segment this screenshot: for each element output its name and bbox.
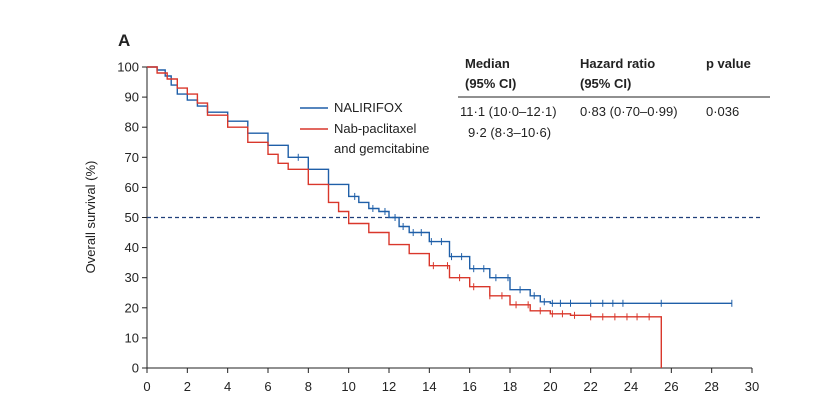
y-tick-label: 60 [125,180,139,195]
y-tick-label: 0 [132,361,139,376]
table-cell-hazard: 0·83 (0·70–0·99) [580,104,678,119]
x-tick-label: 0 [143,379,150,394]
legend-label-nab-paclitaxel: and gemcitabine [334,141,429,156]
y-tick-label: 10 [125,330,139,345]
x-tick-label: 14 [422,379,436,394]
x-tick-label: 10 [341,379,355,394]
x-tick-label: 26 [664,379,678,394]
panel-label: A [118,31,130,50]
x-tick-label: 18 [503,379,517,394]
x-tick-label: 16 [462,379,476,394]
x-tick-label: 12 [382,379,396,394]
y-tick-label: 40 [125,240,139,255]
x-tick-label: 28 [704,379,718,394]
series-line-nab-paclitaxel [147,66,662,368]
x-tick-label: 8 [305,379,312,394]
table-header-pvalue: p value [706,56,751,71]
series-line-nalirifox [147,66,732,304]
y-tick-label: 100 [117,60,139,75]
table-header-hazard-ci: (95% CI) [580,76,631,91]
table-cell-median: 11·1 (10·0–12·1) [460,104,557,119]
table-header-hazard: Hazard ratio [580,56,655,71]
table-header-median: Median [465,56,510,71]
y-tick-label: 70 [125,150,139,165]
y-tick-label: 50 [125,210,139,225]
x-tick-label: 20 [543,379,557,394]
legend-label-nab-paclitaxel: Nab-paclitaxel [334,121,416,136]
y-tick-label: 20 [125,300,139,315]
y-axis-title: Overall survival (%) [83,161,98,274]
table-cell-pvalue: 0·036 [706,104,739,119]
x-tick-label: 6 [264,379,271,394]
x-tick-label: 4 [224,379,231,394]
legend-label-nalirifox: NALIRIFOX [334,100,403,115]
x-tick-label: 30 [745,379,759,394]
y-tick-label: 90 [125,90,139,105]
x-tick-label: 24 [624,379,638,394]
y-tick-label: 30 [125,270,139,285]
x-tick-label: 2 [184,379,191,394]
x-tick-label: 22 [583,379,597,394]
table-header-median-ci: (95% CI) [465,76,516,91]
table-cell-median: 9·2 (8·3–10·6) [468,125,551,140]
y-tick-label: 80 [125,120,139,135]
